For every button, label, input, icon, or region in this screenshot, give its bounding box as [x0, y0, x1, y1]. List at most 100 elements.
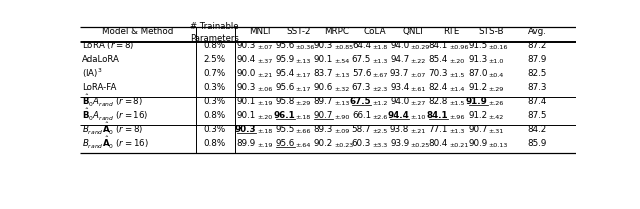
Text: 95.6: 95.6: [275, 139, 295, 148]
Text: 94.4: 94.4: [388, 111, 410, 120]
Text: 87.5: 87.5: [527, 111, 547, 120]
Text: ±1.3: ±1.3: [372, 59, 387, 64]
Text: ±.07: ±.07: [257, 45, 273, 50]
Text: 94.0: 94.0: [390, 97, 410, 106]
Text: ±1.5: ±1.5: [449, 101, 465, 106]
Text: ±.10: ±.10: [410, 115, 426, 120]
Text: ±0.23: ±0.23: [334, 143, 353, 148]
Text: MRPC: MRPC: [324, 27, 349, 36]
Text: SST-2: SST-2: [286, 27, 310, 36]
Text: ±2.6: ±2.6: [372, 115, 387, 120]
Text: 2.5%: 2.5%: [204, 55, 225, 64]
Text: ±0.36: ±0.36: [296, 45, 315, 50]
Text: CoLA: CoLA: [364, 27, 386, 36]
Text: 95.6: 95.6: [275, 83, 295, 92]
Text: STS-B: STS-B: [479, 27, 504, 36]
Text: ±.31: ±.31: [489, 129, 504, 134]
Text: 87.2: 87.2: [527, 41, 547, 50]
Text: 87.0: 87.0: [468, 69, 488, 78]
Text: ±2.5: ±2.5: [372, 129, 387, 134]
Text: 96.1: 96.1: [273, 111, 295, 120]
Text: 84.2: 84.2: [528, 125, 547, 134]
Text: ±0.21: ±0.21: [449, 143, 468, 148]
Text: 84.1: 84.1: [426, 111, 448, 120]
Text: 93.8: 93.8: [390, 125, 410, 134]
Text: 90.3: 90.3: [237, 41, 256, 50]
Text: 95.9: 95.9: [275, 55, 295, 64]
Text: Model & Method: Model & Method: [102, 27, 173, 36]
Text: 83.7: 83.7: [314, 69, 333, 78]
Text: 90.0: 90.0: [237, 69, 256, 78]
Text: ±.18: ±.18: [257, 129, 273, 134]
Text: 95.8: 95.8: [275, 97, 295, 106]
Text: ±.27: ±.27: [410, 101, 426, 106]
Text: 64.4: 64.4: [352, 41, 371, 50]
Text: ±.64: ±.64: [296, 143, 311, 148]
Text: 90.1: 90.1: [237, 97, 256, 106]
Text: ±.13: ±.13: [334, 73, 349, 78]
Text: 95.5: 95.5: [275, 125, 295, 134]
Text: ±.13: ±.13: [334, 101, 349, 106]
Text: 67.5: 67.5: [352, 55, 371, 64]
Text: 0.8%: 0.8%: [204, 139, 225, 148]
Text: 67.5: 67.5: [349, 97, 371, 106]
Text: RTE: RTE: [444, 27, 460, 36]
Text: 87.9: 87.9: [527, 55, 547, 64]
Text: 87.4: 87.4: [527, 97, 547, 106]
Text: 90.7: 90.7: [314, 111, 333, 120]
Text: ±.22: ±.22: [410, 59, 426, 64]
Text: 58.7: 58.7: [351, 125, 371, 134]
Text: 94.0: 94.0: [390, 41, 410, 50]
Text: ±.26: ±.26: [489, 101, 504, 106]
Text: MNLI: MNLI: [249, 27, 270, 36]
Text: 57.6: 57.6: [352, 69, 371, 78]
Text: 82.8: 82.8: [429, 97, 448, 106]
Text: 91.2: 91.2: [468, 83, 488, 92]
Text: ±2.3: ±2.3: [372, 87, 387, 92]
Text: 95.6: 95.6: [275, 41, 295, 50]
Text: ±0.4: ±0.4: [489, 73, 504, 78]
Text: 93.4: 93.4: [390, 83, 410, 92]
Text: 80.4: 80.4: [429, 139, 448, 148]
Text: ±3.3: ±3.3: [372, 143, 387, 148]
Text: 0.8%: 0.8%: [204, 41, 225, 50]
Text: ±.21: ±.21: [410, 129, 426, 134]
Text: ±.20: ±.20: [449, 59, 464, 64]
Text: 90.6: 90.6: [314, 83, 333, 92]
Text: 85.9: 85.9: [527, 139, 547, 148]
Text: ±.66: ±.66: [296, 129, 311, 134]
Text: ±.90: ±.90: [334, 115, 349, 120]
Text: QNLI: QNLI: [403, 27, 423, 36]
Text: LoRA-FA: LoRA-FA: [82, 83, 116, 92]
Text: AdaLoRA: AdaLoRA: [82, 55, 120, 64]
Text: 90.3: 90.3: [234, 125, 256, 134]
Text: ±0.29: ±0.29: [410, 45, 429, 50]
Text: 67.3: 67.3: [352, 83, 371, 92]
Text: 94.7: 94.7: [390, 55, 410, 64]
Text: 91.2: 91.2: [468, 111, 488, 120]
Text: ±.21: ±.21: [257, 73, 273, 78]
Text: ±.29: ±.29: [489, 87, 504, 92]
Text: 0.3%: 0.3%: [204, 125, 225, 134]
Text: ±.17: ±.17: [296, 73, 311, 78]
Text: 82.4: 82.4: [429, 83, 448, 92]
Text: 93.9: 93.9: [390, 139, 410, 148]
Text: ±.17: ±.17: [296, 87, 311, 92]
Text: ±.61: ±.61: [410, 87, 426, 92]
Text: 0.7%: 0.7%: [204, 69, 225, 78]
Text: ±0.96: ±0.96: [449, 45, 468, 50]
Text: 90.1: 90.1: [314, 55, 333, 64]
Text: ±.09: ±.09: [334, 129, 349, 134]
Text: ±1.3: ±1.3: [449, 129, 465, 134]
Text: $B_{rand} \hat{\mathbf{A}}_0$ ($r = 8$): $B_{rand} \hat{\mathbf{A}}_0$ ($r = 8$): [82, 121, 143, 137]
Text: ±.29: ±.29: [296, 101, 311, 106]
Text: 77.1: 77.1: [429, 125, 448, 134]
Text: 70.3: 70.3: [429, 69, 448, 78]
Text: 90.7: 90.7: [468, 125, 488, 134]
Text: 91.5: 91.5: [468, 41, 488, 50]
Text: 89.7: 89.7: [314, 97, 333, 106]
Text: ±.96: ±.96: [449, 115, 465, 120]
Text: 90.2: 90.2: [314, 139, 333, 148]
Text: ±.06: ±.06: [257, 87, 273, 92]
Text: ±1.0: ±1.0: [489, 59, 504, 64]
